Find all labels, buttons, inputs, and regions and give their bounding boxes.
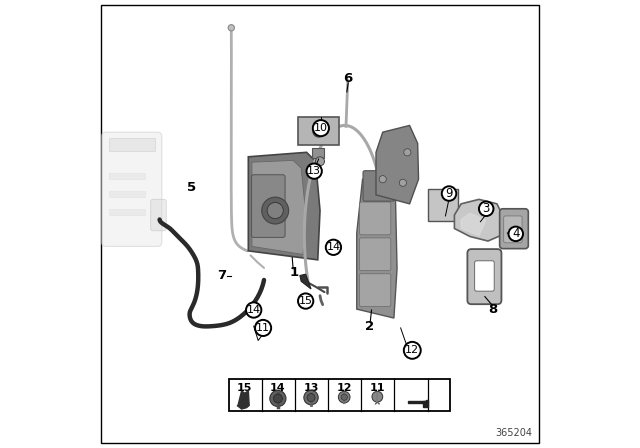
Polygon shape <box>252 160 306 254</box>
FancyBboxPatch shape <box>252 175 285 237</box>
Circle shape <box>228 25 234 31</box>
Circle shape <box>479 202 493 216</box>
Polygon shape <box>423 401 428 407</box>
Text: 13: 13 <box>307 166 321 176</box>
Circle shape <box>339 392 350 403</box>
Circle shape <box>399 179 406 186</box>
Text: 1: 1 <box>289 266 299 279</box>
FancyBboxPatch shape <box>360 274 391 306</box>
Text: 6: 6 <box>344 72 353 85</box>
Circle shape <box>262 197 289 224</box>
Text: 5: 5 <box>187 181 196 194</box>
Circle shape <box>267 202 284 219</box>
Polygon shape <box>454 199 504 241</box>
Text: 14: 14 <box>270 383 285 392</box>
Text: 11: 11 <box>256 323 270 333</box>
Circle shape <box>341 394 348 401</box>
Bar <box>228 379 450 411</box>
Polygon shape <box>248 152 320 260</box>
FancyBboxPatch shape <box>500 209 529 249</box>
Circle shape <box>442 186 456 201</box>
Text: 14: 14 <box>246 305 260 315</box>
Circle shape <box>509 227 523 241</box>
Text: 14: 14 <box>326 242 340 252</box>
Circle shape <box>372 392 383 402</box>
FancyBboxPatch shape <box>474 261 494 291</box>
Text: 13: 13 <box>303 383 319 392</box>
Text: 15: 15 <box>237 383 252 392</box>
Text: 11: 11 <box>369 383 385 392</box>
Circle shape <box>304 391 318 405</box>
Text: 365204: 365204 <box>495 428 532 438</box>
Text: 8: 8 <box>488 302 497 316</box>
Circle shape <box>404 342 420 359</box>
Bar <box>109 191 145 197</box>
Circle shape <box>379 176 387 183</box>
FancyBboxPatch shape <box>298 117 339 145</box>
Circle shape <box>307 394 315 402</box>
FancyBboxPatch shape <box>360 202 391 235</box>
Polygon shape <box>408 400 428 403</box>
Text: 12: 12 <box>337 383 352 392</box>
FancyBboxPatch shape <box>101 132 162 246</box>
Circle shape <box>273 394 282 403</box>
Polygon shape <box>461 213 486 236</box>
FancyBboxPatch shape <box>150 199 166 231</box>
FancyBboxPatch shape <box>363 171 394 201</box>
FancyBboxPatch shape <box>504 216 522 243</box>
Text: 3: 3 <box>483 202 490 215</box>
Circle shape <box>255 320 271 336</box>
Circle shape <box>326 240 341 255</box>
Polygon shape <box>237 391 249 409</box>
Circle shape <box>307 164 322 179</box>
Text: 2: 2 <box>365 319 374 333</box>
Circle shape <box>313 120 329 136</box>
Text: 9: 9 <box>445 187 452 200</box>
Circle shape <box>313 125 324 137</box>
Polygon shape <box>312 148 324 158</box>
Circle shape <box>246 302 261 318</box>
Polygon shape <box>356 170 397 318</box>
Bar <box>109 209 145 215</box>
FancyBboxPatch shape <box>360 238 391 271</box>
Text: 7: 7 <box>217 269 226 282</box>
Bar <box>109 173 145 179</box>
FancyBboxPatch shape <box>467 249 502 304</box>
Text: 4: 4 <box>512 227 520 241</box>
FancyBboxPatch shape <box>428 189 458 221</box>
Text: 10: 10 <box>314 123 328 133</box>
Circle shape <box>270 391 286 407</box>
Circle shape <box>298 293 314 309</box>
Text: 15: 15 <box>299 296 313 306</box>
Circle shape <box>404 149 411 156</box>
Circle shape <box>316 157 324 166</box>
FancyBboxPatch shape <box>109 138 155 151</box>
Text: 12: 12 <box>405 345 419 355</box>
Polygon shape <box>300 274 311 289</box>
Polygon shape <box>376 125 419 204</box>
